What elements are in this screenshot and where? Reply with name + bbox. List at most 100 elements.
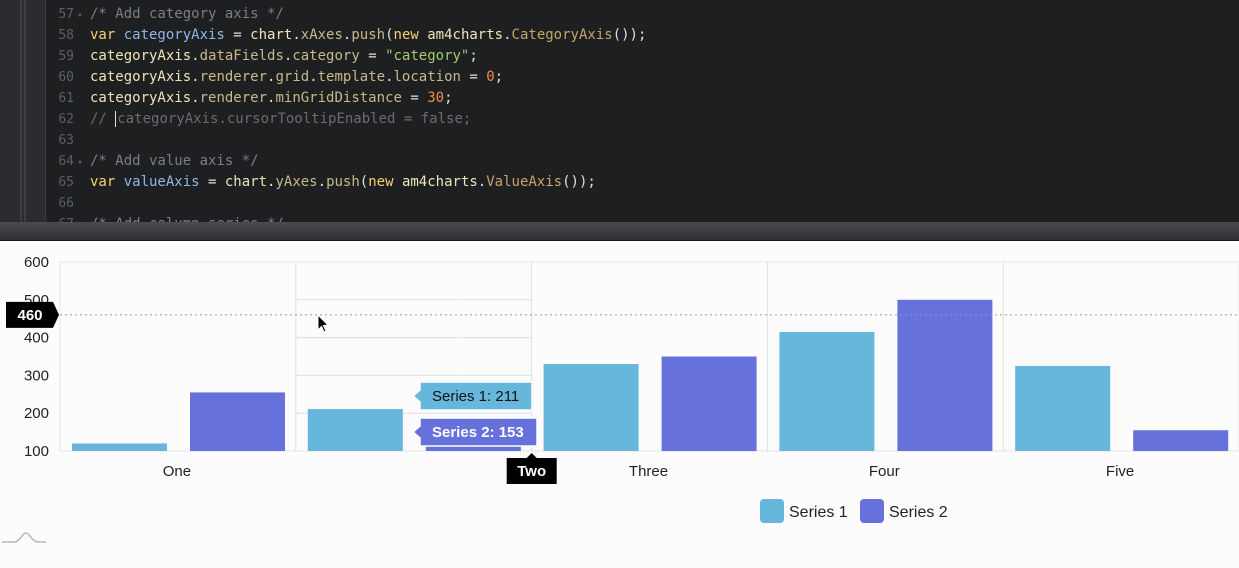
line-number: 67 (46, 214, 74, 222)
code-token: CategoryAxis (511, 27, 613, 43)
code-token: chart (250, 27, 293, 43)
code-line[interactable]: 58 var categoryAxis = chart.xAxes.push(ne… (46, 25, 1239, 46)
code-token: . (267, 174, 276, 190)
code-token: grid (275, 69, 310, 85)
code-token: am4charts (427, 27, 504, 43)
code-token: . (267, 69, 276, 85)
code-token: categoryAxis (90, 69, 192, 85)
plot-frame (59, 261, 1239, 452)
gutter-stripe (20, 0, 28, 222)
y-tick-label: 300 (24, 367, 49, 384)
line-number: 64 (58, 154, 74, 169)
line-number: 57 (58, 7, 74, 22)
code-token: ()); (612, 27, 647, 43)
code-token: new (368, 174, 402, 190)
bar-series-1-two[interactable] (307, 409, 403, 451)
legend-marker-series-2[interactable] (860, 499, 884, 523)
code-token: . (267, 90, 276, 106)
code-line[interactable]: 60 categoryAxis.renderer.grid.template.lo… (46, 67, 1239, 88)
bar-series-2-five[interactable] (1133, 430, 1229, 451)
code-token: . (191, 48, 200, 64)
y-axis-cursor-value: 460 (17, 307, 42, 324)
bar-series-1-one[interactable] (72, 443, 167, 451)
code-token: . (191, 90, 200, 106)
code-line[interactable]: 63 (46, 130, 1239, 151)
y-tick-label: 600 (24, 254, 49, 271)
y-axis-cursor-tooltip (6, 301, 59, 328)
line-number: 63 (58, 133, 74, 148)
code-token: 30 (427, 90, 445, 106)
code-token: location (393, 69, 461, 85)
code-line[interactable]: 61 categoryAxis.renderer.minGridDistance … (46, 88, 1239, 109)
bar-series-2-three[interactable] (661, 356, 757, 452)
code-token: template (317, 69, 386, 85)
fold-arrow-icon[interactable]: ▾ (77, 11, 83, 21)
code-token: 0 (486, 69, 495, 85)
line-number: 59 (58, 49, 74, 64)
code-token: . (292, 27, 301, 43)
code-token: dataFields (199, 48, 284, 64)
code-token: = (460, 69, 487, 85)
code-text: /* Add value axis */ (86, 151, 259, 172)
code-line[interactable]: 67 /* Add column series */ (46, 214, 1239, 222)
code-token: ValueAxis (486, 174, 563, 190)
code-line[interactable]: 57 ▾ /* Add category axis */ (46, 4, 1239, 25)
fold-arrow-icon[interactable]: ▾ (77, 158, 83, 168)
code-token: /* Add category axis */ (90, 6, 284, 22)
series-1-tooltip-text: Series 1: 211 (432, 388, 519, 405)
code-area[interactable]: 57 ▾/* Add category axis */58 var category… (46, 4, 1239, 222)
mouse-pointer-icon (317, 313, 330, 333)
code-line[interactable]: 62 // categoryAxis.cursorTooltipEnabled =… (46, 109, 1239, 130)
y-tick-label: 100 (24, 443, 49, 460)
code-token: categoryAxis (90, 48, 192, 64)
code-text: /* Add column series */ (86, 214, 284, 222)
code-token: push (326, 174, 360, 190)
scrollbar-preview-icon[interactable] (2, 532, 46, 543)
code-token: . (317, 174, 327, 190)
x-category-label: One (163, 463, 191, 480)
code-token: // (90, 111, 116, 127)
code-token: var (90, 174, 124, 190)
chart-preview[interactable]: 100 200 300 400 500 600 One Three Four Five 460 Two… (0, 241, 1239, 568)
code-token: ( (385, 27, 394, 43)
code-text: var categoryAxis = chart.xAxes.push(new … (86, 25, 646, 46)
code-line[interactable]: 66 (46, 193, 1239, 214)
panel-resize-handle[interactable] (0, 222, 1239, 241)
legend-marker-series-1[interactable] (760, 499, 784, 523)
code-text: categoryAxis.renderer.grid.template.loca… (86, 67, 503, 88)
code-text: categoryAxis.renderer.minGridDistance = … (86, 88, 453, 109)
code-text: var valueAxis = chart.yAxes.push(new am4… (86, 172, 596, 193)
legend-label-series-1[interactable]: Series 1 (789, 504, 848, 521)
bar-series-2-one[interactable] (190, 392, 285, 451)
code-token: category (292, 48, 360, 64)
line-number: 58 (58, 28, 74, 43)
bar-series-1-four[interactable] (779, 331, 875, 451)
code-token: /* Add value axis */ (90, 153, 259, 169)
code-line[interactable]: 64 ▾ /* Add value axis */ (46, 151, 1239, 172)
line-number: 66 (58, 196, 74, 211)
code-token: yAxes (275, 174, 318, 190)
code-token: valueAxis (123, 174, 200, 190)
code-token: . (191, 69, 200, 85)
code-token: ( (359, 174, 369, 190)
code-token: var (90, 27, 124, 43)
code-line[interactable]: 59 categoryAxis.dataFields.category = "ca… (46, 46, 1239, 67)
code-token: new (393, 27, 428, 43)
text-cursor (115, 111, 117, 127)
code-line[interactable]: 65 var valueAxis = chart.yAxes.push(new a… (46, 172, 1239, 193)
code-editor[interactable]: 57 ▾/* Add category axis */58 var category… (0, 0, 1239, 222)
bar-series-1-three[interactable] (543, 364, 639, 451)
legend-label-series-2[interactable]: Series 2 (889, 504, 948, 521)
code-token: "category" (385, 48, 470, 64)
code-token: xAxes (300, 27, 343, 43)
code-token: categoryAxis (90, 90, 192, 106)
line-number: 60 (58, 70, 74, 85)
bar-series-1-five[interactable] (1015, 365, 1111, 451)
code-token: ; (469, 48, 478, 64)
code-token: minGridDistance (275, 90, 402, 106)
bar-series-2-four[interactable] (897, 299, 993, 451)
series-1-tooltip (411, 381, 533, 411)
code-token: renderer (199, 90, 268, 106)
code-token: categoryAxis (123, 27, 225, 43)
